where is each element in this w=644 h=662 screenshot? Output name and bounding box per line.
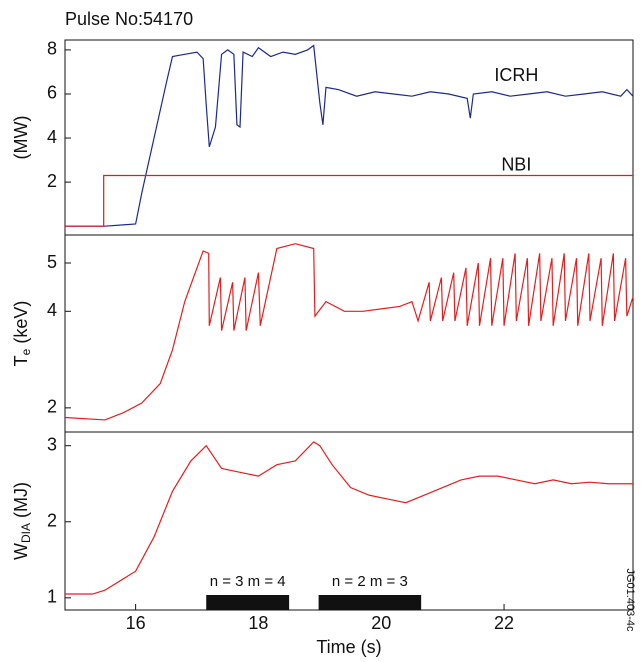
y-tick-label: 4 (47, 300, 57, 320)
y-axis-label: WDIA (MJ) (11, 482, 33, 560)
y-tick-label: 2 (47, 511, 57, 531)
y-label-unit: (MJ) (11, 482, 31, 518)
x-tick-label: 18 (248, 613, 268, 633)
mode-label: n = 2 m = 3 (332, 573, 408, 590)
y-axis-label: Te (keV) (11, 301, 33, 367)
y-tick-label: 6 (47, 83, 57, 103)
chart-title: Pulse No:54170 (65, 9, 193, 29)
y-label-unit: (keV) (11, 301, 31, 344)
series-label: NBI (501, 154, 531, 174)
figure-id: JG01.403-4c (624, 569, 636, 632)
data-line (65, 441, 633, 595)
x-axis-label: Time (s) (316, 637, 381, 657)
series-label: ICRH (494, 65, 538, 85)
y-label-subscript: DIA (19, 523, 33, 543)
data-line (65, 44, 634, 227)
y-tick-label: 4 (47, 127, 57, 147)
data-line (65, 174, 633, 227)
mode-label: n = 3 m = 4 (210, 573, 286, 590)
y-label-symbol: W (11, 543, 31, 560)
y-tick-label: 8 (47, 39, 57, 59)
data-line (64, 243, 634, 421)
x-tick-label: 22 (494, 613, 514, 633)
y-tick-label: 3 (47, 434, 57, 454)
y-tick-label: 5 (47, 252, 57, 272)
mode-bar (318, 595, 422, 610)
y-tick-label: 2 (47, 397, 57, 417)
y-label-symbol: T (11, 355, 31, 366)
mode-bar (206, 595, 290, 610)
y-axis-label: (MW) (11, 116, 31, 160)
y-label-subscript: e (19, 348, 33, 355)
y-tick-label: 1 (47, 587, 57, 607)
x-tick-label: 16 (126, 613, 146, 633)
x-tick-label: 20 (371, 613, 391, 633)
y-tick-label: 2 (47, 171, 57, 191)
plot-frame (64, 234, 634, 433)
plot-frame (64, 39, 634, 236)
